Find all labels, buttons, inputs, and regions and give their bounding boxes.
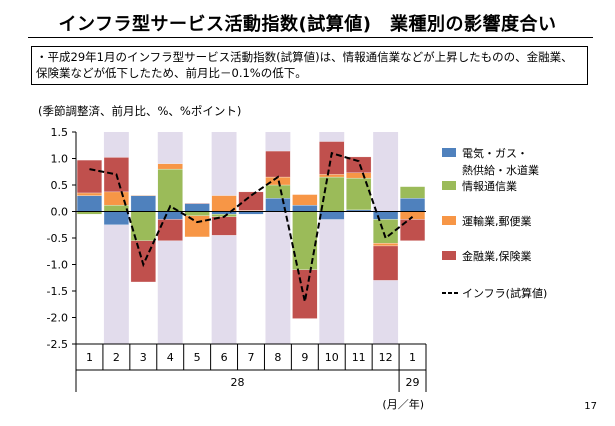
x-tick-label: 12 xyxy=(379,351,393,364)
bar-segment xyxy=(292,204,318,212)
bar-segment xyxy=(184,215,210,238)
year-label: 28 xyxy=(231,376,245,389)
bar-segment xyxy=(400,219,426,241)
legend-label: 金融業,保険業 xyxy=(462,249,532,263)
bar-segment xyxy=(238,191,264,211)
bar-segment xyxy=(373,211,399,220)
y-tick-label: -1.5 xyxy=(47,285,68,298)
bar-segment xyxy=(373,243,399,247)
bar-segment xyxy=(400,186,426,199)
x-tick-label: 6 xyxy=(221,351,228,364)
bar-segment xyxy=(319,211,345,220)
x-tick-label: 11 xyxy=(352,351,366,364)
x-tick-label: 2 xyxy=(113,351,120,364)
legend-swatch xyxy=(442,251,456,260)
bar-segment xyxy=(373,219,399,244)
legend-label: 情報通信業 xyxy=(462,180,517,193)
bar-segment xyxy=(103,204,129,212)
bar-segment xyxy=(265,198,291,212)
y-tick-label: -2.0 xyxy=(47,312,68,325)
summary-note: ・平成29年1月のインフラ型サービス活動指数(試算値)は、情報通信業などが上昇し… xyxy=(31,46,588,85)
bar-segment xyxy=(184,203,210,212)
bar-segment xyxy=(211,216,237,236)
x-tick-label: 1 xyxy=(86,351,93,364)
bar-segment xyxy=(346,156,372,173)
y-tick-label: 0.5 xyxy=(51,179,69,192)
bar-segment xyxy=(319,174,345,178)
x-tick-label: 1 xyxy=(409,351,416,364)
bar-segment xyxy=(319,176,345,212)
bar-segment xyxy=(184,202,210,204)
bar-segment xyxy=(157,163,183,170)
y-tick-label: -1.0 xyxy=(47,259,68,272)
bar-segment xyxy=(292,269,318,319)
year-label: 29 xyxy=(406,376,420,389)
x-tick-label: 7 xyxy=(248,351,255,364)
page-title: インフラ型サービス活動指数(試算値) 業種別の影響度合い xyxy=(58,14,557,35)
x-tick-label: 5 xyxy=(194,351,201,364)
x-unit-label: (月／年) xyxy=(382,397,424,411)
legend-swatch xyxy=(442,181,456,190)
y-tick-label: 1.5 xyxy=(51,126,69,139)
title-underline xyxy=(28,37,593,38)
bar-segment xyxy=(184,211,210,216)
bar-segment xyxy=(103,211,129,225)
x-tick-label: 8 xyxy=(274,351,281,364)
legend-label: インフラ(試算値) xyxy=(462,286,547,300)
bar-segment xyxy=(76,159,102,194)
bar-segment xyxy=(346,172,372,179)
bar-segment xyxy=(265,150,291,178)
shade-column xyxy=(211,132,237,344)
line-series-infra xyxy=(89,151,414,302)
x-tick-label: 4 xyxy=(167,351,174,364)
legend-label: 運輸業,郵便業 xyxy=(462,214,532,228)
bar-segment xyxy=(373,245,399,281)
bar-segment xyxy=(292,194,318,206)
y-tick-label: 1.0 xyxy=(51,153,69,166)
bar-segment xyxy=(76,192,102,196)
legend-label: 熱供給・水道業 xyxy=(462,163,539,177)
x-tick-label: 9 xyxy=(301,351,308,364)
bar-segment xyxy=(157,211,183,220)
bar-segment xyxy=(400,211,426,220)
y-tick-label: -2.5 xyxy=(47,338,68,351)
y-tick-label: -0.5 xyxy=(47,232,68,245)
x-tick-label: 10 xyxy=(325,351,339,364)
bar-segment xyxy=(265,184,291,199)
legend-swatch xyxy=(442,216,456,225)
bar-segment xyxy=(319,141,345,175)
bar-segment xyxy=(400,198,426,212)
y-tick-label: 0.0 xyxy=(51,206,69,219)
bar-segment xyxy=(157,168,183,212)
bar-segment xyxy=(130,195,156,212)
bar-segment xyxy=(76,195,102,212)
x-tick-label: 3 xyxy=(140,351,147,364)
unit-label: (季節調整済、前月比、%、%ポイント) xyxy=(38,104,242,118)
page-number: 17 xyxy=(584,401,597,412)
legend-label: 電気・ガス・ xyxy=(462,146,528,160)
bar-segment xyxy=(157,219,183,241)
bar-segment xyxy=(130,194,156,196)
legend-swatch xyxy=(442,148,456,157)
